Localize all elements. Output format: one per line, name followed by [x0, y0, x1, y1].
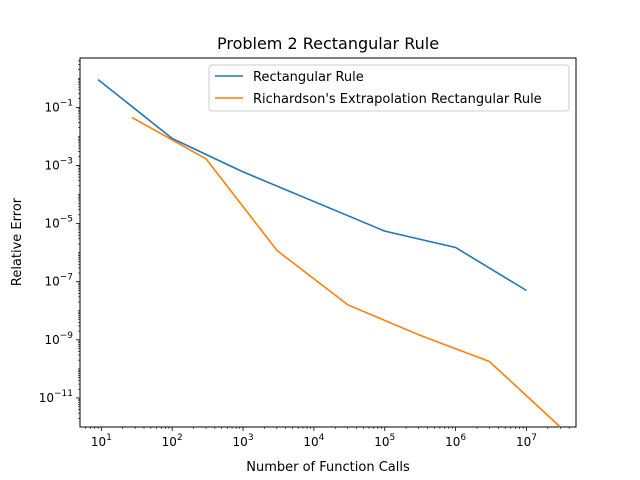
chart-title: Problem 2 Rectangular Rule [217, 34, 439, 53]
y-tick-label: 10−5 [44, 215, 73, 231]
x-axis-label: Number of Function Calls [246, 460, 410, 475]
x-tick-label: 107 [516, 433, 537, 449]
y-tick-label: 10−11 [39, 389, 73, 405]
x-tick-label: 104 [303, 433, 324, 449]
y-tick-label: 10−3 [44, 156, 73, 172]
series-line-2 [131, 116, 561, 428]
legend: Rectangular Rule Richardson's Extrapolati… [208, 64, 570, 112]
legend-box [208, 64, 570, 112]
plot-area: 101 102 103 104 105 106 107 10−1 10−3 10−5 10−7 10−… [39, 57, 577, 449]
x-tick-label: 101 [91, 433, 112, 449]
x-tick-label: 102 [162, 433, 183, 449]
y-axis-label: Relative Error [10, 197, 25, 286]
x-tick-label: 103 [233, 433, 254, 449]
series-line-1 [97, 78, 527, 292]
x-tick-label: 106 [445, 433, 466, 449]
axes-frame [79, 57, 577, 428]
legend-label-2: Richardson's Extrapolation Rectangular R… [253, 92, 542, 107]
x-tick-label: 105 [374, 433, 395, 449]
y-tick-label: 10−7 [44, 273, 73, 289]
legend-label-1: Rectangular Rule [253, 70, 364, 85]
y-tick-label: 10−9 [44, 331, 73, 347]
y-tick-label: 10−1 [44, 98, 73, 114]
